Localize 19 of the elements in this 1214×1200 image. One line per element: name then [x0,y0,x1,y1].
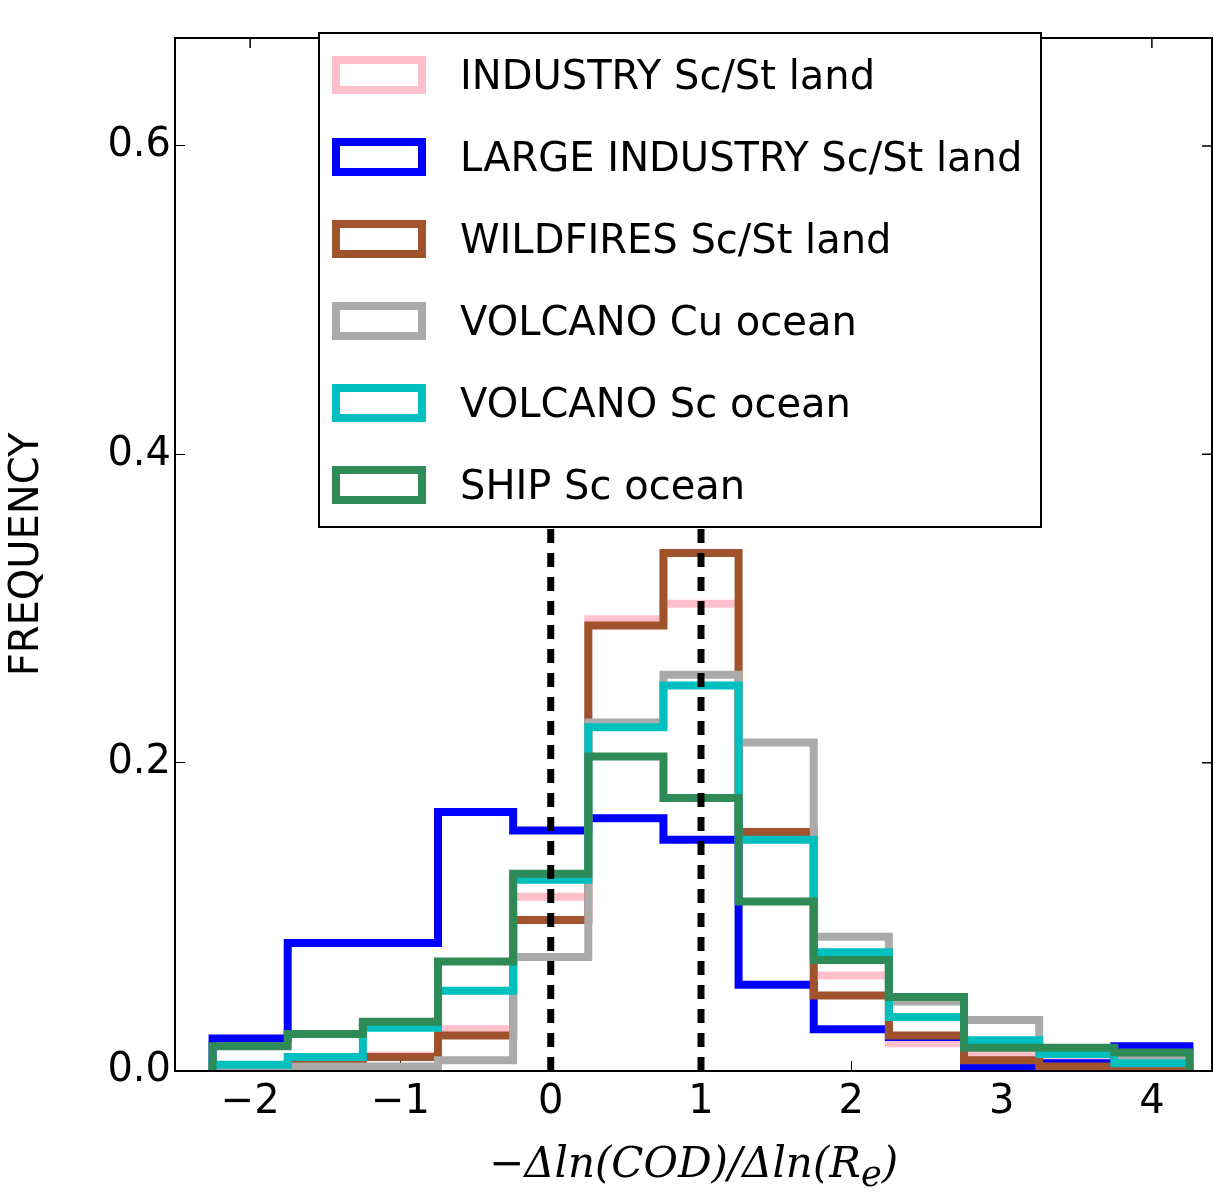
x-tick-label: 3 [988,1076,1015,1123]
legend-label: INDUSTRY Sc/St land [460,52,876,98]
x-tick-label: −2 [220,1076,280,1123]
x-tick-label: 1 [688,1076,714,1123]
legend-label: VOLCANO Sc ocean [460,380,851,426]
y-axis-title: FREQUENCY [1,432,48,677]
legend-label: LARGE INDUSTRY Sc/St land [460,134,1023,180]
legend-label: VOLCANO Cu ocean [460,298,857,344]
legend-label: WILDFIRES Sc/St land [460,216,892,262]
legend-label: SHIP Sc ocean [460,462,746,508]
y-tick-label: 0.2 [107,736,171,783]
x-axis-title: −Δln(COD)/Δln(R$_{e}$) [487,1138,900,1195]
x-tick-label: 2 [838,1076,865,1123]
y-tick-label: 0.6 [107,119,171,166]
x-tick-label: 0 [538,1076,564,1123]
x-tick-label: −1 [370,1076,430,1123]
y-tick-label: 0.0 [107,1044,171,1091]
y-tick-label: 0.4 [107,427,171,474]
x-tick-label: 4 [1139,1076,1165,1123]
